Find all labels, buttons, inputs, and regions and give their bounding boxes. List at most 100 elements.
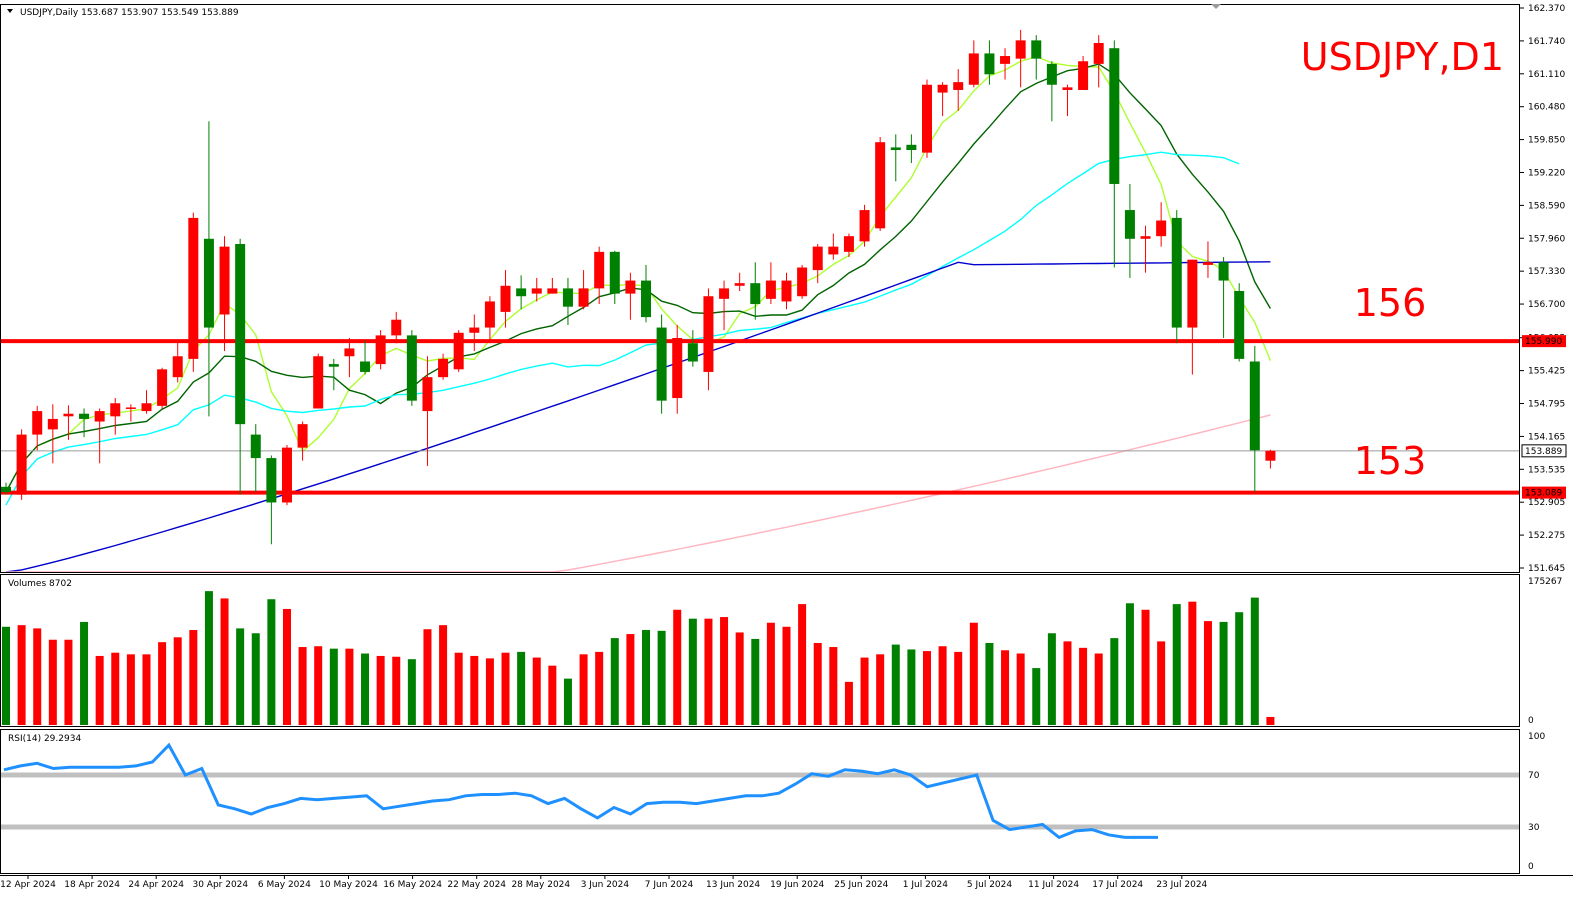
volume-bar bbox=[985, 642, 994, 725]
candle-body bbox=[1031, 40, 1042, 59]
time-tick-label: 12 Apr 2024 bbox=[0, 880, 56, 890]
volume-bar bbox=[766, 622, 775, 725]
candle-body bbox=[500, 285, 511, 312]
candle-body bbox=[1046, 63, 1057, 85]
symbol-info-label: USDJPY,Daily 153.687 153.907 153.549 153… bbox=[20, 8, 239, 18]
level-price-badge bbox=[1522, 335, 1566, 348]
time-tick-label: 22 May 2024 bbox=[447, 880, 506, 890]
volume-bar bbox=[1079, 647, 1088, 725]
candle-body bbox=[1, 486, 11, 493]
candle-body bbox=[1218, 262, 1229, 281]
volume-bar bbox=[657, 630, 666, 725]
volume-bar bbox=[314, 646, 323, 725]
volume-bar bbox=[1266, 716, 1275, 725]
price-tick-label: 158.590 bbox=[1528, 201, 1565, 211]
volume-bar bbox=[376, 655, 385, 725]
candle-body bbox=[906, 144, 917, 151]
candle-body bbox=[47, 418, 58, 430]
volume-bar bbox=[922, 651, 931, 725]
volume-bar bbox=[236, 628, 245, 725]
time-tick-label: 16 May 2024 bbox=[383, 880, 442, 890]
candle-body bbox=[266, 458, 277, 503]
volume-bar bbox=[439, 625, 448, 725]
candle-body bbox=[1171, 217, 1182, 328]
candle-body bbox=[1202, 262, 1213, 265]
volume-bar bbox=[782, 626, 791, 725]
candle-body bbox=[765, 280, 776, 299]
volume-bar bbox=[158, 642, 167, 725]
level-price-label: 153.089 bbox=[1525, 489, 1562, 499]
volume-bar bbox=[1032, 668, 1041, 725]
candle-body bbox=[1093, 42, 1104, 64]
volume-bar bbox=[329, 648, 338, 725]
candle-body bbox=[1078, 61, 1089, 90]
candle-body bbox=[531, 288, 542, 294]
main-panel-frame bbox=[0, 4, 1520, 573]
volume-bar bbox=[80, 621, 89, 725]
price-tick-label: 161.740 bbox=[1528, 37, 1565, 47]
volume-bar bbox=[1110, 638, 1119, 725]
time-tick-label: 17 Jul 2024 bbox=[1092, 880, 1143, 890]
volume-bar bbox=[595, 651, 604, 725]
candle-body bbox=[313, 356, 324, 409]
volume-bar bbox=[1157, 641, 1166, 725]
symbol-dropdown-icon[interactable] bbox=[7, 9, 13, 13]
time-tick-label: 28 May 2024 bbox=[511, 880, 570, 890]
volume-bar bbox=[829, 647, 838, 725]
candle-body bbox=[375, 335, 386, 365]
price-tick-label: 155.425 bbox=[1528, 367, 1565, 377]
price-tick-label: 161.110 bbox=[1528, 70, 1565, 80]
time-tick-label: 19 Jun 2024 bbox=[770, 880, 824, 890]
candle-body bbox=[250, 434, 261, 459]
volume-bar bbox=[891, 644, 900, 725]
price-tick-label: 159.850 bbox=[1528, 136, 1565, 146]
volume-bar bbox=[392, 656, 401, 725]
level-156-text: 156 bbox=[1354, 281, 1427, 325]
price-tick-label: 152.275 bbox=[1528, 531, 1565, 541]
volume-bar bbox=[704, 618, 713, 725]
candle-body bbox=[188, 217, 199, 359]
volume-bar bbox=[126, 654, 135, 725]
candle-body bbox=[235, 244, 246, 425]
volume-max-label: 175267 bbox=[1528, 577, 1562, 587]
moving-average-ma-blue bbox=[5, 261, 1271, 573]
volume-bar bbox=[626, 634, 635, 725]
candle-body bbox=[157, 369, 168, 406]
volume-bar bbox=[1094, 653, 1103, 725]
volume-bar bbox=[173, 637, 182, 725]
candle-body bbox=[219, 246, 230, 315]
volume-indicator-label: Volumes 8702 bbox=[8, 579, 72, 589]
candle-body bbox=[344, 348, 355, 357]
chart-shift-marker bbox=[1211, 4, 1221, 9]
volume-bar bbox=[813, 642, 822, 725]
candle-body bbox=[859, 210, 870, 242]
candle-body bbox=[875, 142, 886, 229]
volume-bar bbox=[969, 622, 978, 725]
volume-bar bbox=[844, 681, 853, 725]
volume-bar bbox=[470, 655, 479, 725]
candle-body bbox=[609, 251, 620, 294]
rsi-indicator-label: RSI(14) 29.2934 bbox=[8, 734, 81, 744]
price-tick-label: 162.370 bbox=[1528, 4, 1565, 14]
volume-bar bbox=[64, 639, 73, 725]
rsi-tick-label: 30 bbox=[1528, 823, 1540, 833]
time-tick-label: 6 May 2024 bbox=[258, 880, 311, 890]
candle-body bbox=[547, 288, 558, 294]
volume-bar bbox=[1141, 609, 1150, 725]
volume-bar bbox=[673, 609, 682, 725]
volume-bar bbox=[485, 658, 494, 725]
volume-bar bbox=[751, 638, 760, 725]
time-tick-label: 25 Jun 2024 bbox=[834, 880, 888, 890]
candle-body bbox=[125, 407, 136, 409]
volume-bar bbox=[1188, 601, 1197, 725]
volume-bar bbox=[1172, 604, 1181, 725]
candle-body bbox=[1140, 236, 1151, 239]
candle-body bbox=[453, 332, 464, 370]
volume-bar bbox=[204, 591, 213, 725]
price-tick-label: 159.220 bbox=[1528, 168, 1565, 178]
volume-bar bbox=[579, 654, 588, 725]
candle-body bbox=[79, 413, 90, 419]
volume-bar bbox=[501, 652, 510, 725]
